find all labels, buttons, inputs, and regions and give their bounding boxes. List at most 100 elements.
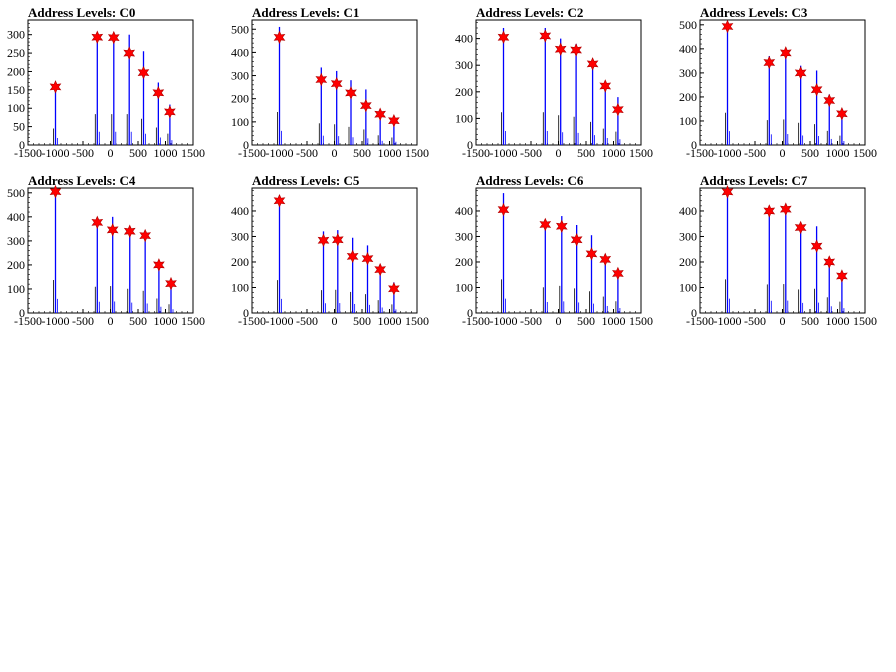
x-tick-label: 1500: [405, 146, 429, 160]
peak-marker: [585, 247, 598, 261]
x-tick-label: -1500: [686, 314, 714, 328]
x-tick-label: -1500: [686, 146, 714, 160]
peak-marker: [555, 219, 568, 234]
y-tick-label: 150: [7, 83, 25, 97]
peak-marker: [317, 233, 330, 248]
x-tick-label: 0: [556, 314, 562, 328]
x-tick-label: -1000: [42, 314, 70, 328]
x-tick-label: 1000: [602, 146, 626, 160]
peak-marker: [360, 98, 372, 113]
y-tick-label: 500: [679, 18, 697, 32]
x-tick-label: 0: [556, 146, 562, 160]
y-tick-label: 400: [231, 45, 249, 59]
chart-title: Address Levels: C0: [28, 5, 135, 20]
peak-marker: [165, 276, 177, 291]
x-tick-label: 0: [780, 146, 786, 160]
x-tick-label: 1500: [181, 146, 205, 160]
x-tick-label: 1000: [826, 146, 850, 160]
x-tick-label: 0: [332, 314, 338, 328]
x-tick-label: -500: [72, 146, 94, 160]
x-tick-label: 500: [577, 146, 595, 160]
peak-marker: [374, 107, 386, 121]
y-tick-label: 250: [7, 46, 25, 60]
x-tick-label: 1500: [629, 314, 653, 328]
peak-marker: [612, 102, 624, 117]
peak-marker: [810, 82, 823, 97]
x-tick-label: 0: [332, 146, 338, 160]
y-tick-label: 400: [231, 204, 249, 218]
peak-marker: [331, 233, 344, 247]
panel-2: Address Levels: C2 0 100 200 300 400 -1500 -100…: [455, 5, 653, 160]
peak-marker: [374, 262, 386, 277]
chart-title: Address Levels: C6: [476, 173, 584, 188]
y-tick-label: 0: [19, 138, 25, 152]
y-tick-label: 200: [231, 255, 249, 269]
x-tick-label: -1000: [490, 146, 518, 160]
peak-marker: [836, 107, 848, 121]
x-tick-label: 1500: [853, 314, 877, 328]
y-tick-label: 200: [455, 255, 473, 269]
peak-marker: [346, 249, 359, 264]
y-tick-label: 200: [7, 64, 25, 78]
x-tick-label: -1000: [714, 314, 742, 328]
y-tick-label: 200: [679, 90, 697, 104]
x-tick-label: -500: [520, 314, 542, 328]
plot-frame: [251, 187, 418, 314]
peak-marker: [388, 282, 400, 296]
peak-marker: [599, 79, 612, 93]
panel-4: Address Levels: C40100200300400500-1500-…: [7, 173, 205, 328]
x-tick-label: 1500: [181, 314, 205, 328]
peak-marker: [164, 105, 176, 119]
peak-marker: [273, 30, 286, 45]
panel-0: Address Levels: C0 0 50 100 150 200 250 300 -150…: [7, 5, 205, 160]
peak-marker: [388, 113, 400, 128]
peak-marker: [763, 55, 776, 70]
y-tick-label: 0: [19, 306, 25, 320]
peak-marker: [497, 202, 510, 217]
y-tick-label: 400: [679, 42, 697, 56]
peak-marker: [361, 251, 374, 266]
y-tick-label: 200: [231, 92, 249, 106]
x-tick-label: -1500: [238, 146, 266, 160]
peak-marker: [779, 46, 792, 60]
peak-marker: [345, 86, 357, 100]
peak-marker: [763, 204, 776, 218]
x-tick-label: -1000: [266, 146, 294, 160]
y-tick-label: 100: [455, 280, 473, 294]
y-tick-label: 200: [455, 85, 473, 99]
plot-frame: [699, 19, 866, 146]
y-tick-label: 500: [231, 22, 249, 36]
x-tick-label: -500: [744, 146, 766, 160]
peak-marker: [599, 252, 612, 267]
x-tick-label: -500: [296, 314, 318, 328]
x-tick-label: 500: [577, 314, 595, 328]
x-tick-label: -1500: [462, 314, 490, 328]
y-tick-label: 200: [679, 255, 697, 269]
chart-title: Address Levels: C1: [252, 5, 359, 20]
peak-marker: [91, 215, 104, 230]
peak-marker: [836, 269, 848, 283]
x-tick-label: 500: [353, 314, 371, 328]
peak-marker: [823, 255, 836, 269]
x-tick-label: 500: [129, 314, 147, 328]
x-tick-label: 1000: [602, 314, 626, 328]
peak-marker: [49, 184, 62, 199]
peak-marker: [721, 19, 734, 34]
x-tick-label: -1500: [238, 314, 266, 328]
y-tick-label: 0: [243, 306, 249, 320]
y-tick-label: 300: [7, 28, 25, 42]
x-tick-label: -500: [744, 314, 766, 328]
y-tick-label: 100: [231, 280, 249, 294]
y-tick-label: 400: [7, 210, 25, 224]
y-tick-label: 300: [679, 229, 697, 243]
panel-7: Address Levels: C7 0 100 200 300 400 -1500 -100…: [679, 173, 877, 328]
peak-marker: [612, 266, 624, 281]
peak-marker: [139, 228, 151, 243]
x-tick-label: -1500: [462, 146, 490, 160]
peak-marker: [330, 76, 343, 91]
x-tick-label: -1000: [490, 314, 518, 328]
x-tick-label: 1000: [826, 314, 850, 328]
x-tick-label: 0: [108, 314, 114, 328]
y-tick-label: 300: [679, 66, 697, 80]
y-tick-label: 400: [679, 204, 697, 218]
